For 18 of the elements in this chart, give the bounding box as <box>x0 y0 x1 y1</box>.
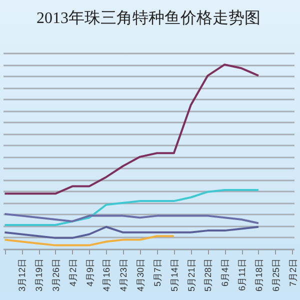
x-tick-label: 3月12日 <box>17 258 28 292</box>
x-tick-label: 5月7日 <box>152 258 162 287</box>
x-tick-label: 3月19日 <box>34 258 44 292</box>
x-tick-label: 3月26日 <box>50 258 61 292</box>
x-tick-label: 7月2日 <box>288 258 298 287</box>
x-tick-label: 6月4日 <box>220 258 230 287</box>
x-tick-label: 4月30日 <box>136 258 146 292</box>
x-tick-label: 5月28日 <box>203 258 214 292</box>
x-tick-label: 6月25日 <box>270 258 281 292</box>
x-tick-label: 4月16日 <box>102 258 112 292</box>
x-tick-label: 6月18日 <box>254 258 264 292</box>
x-tick-label: 5月21日 <box>186 258 196 292</box>
chart-title: 2013年珠三角特种鱼价格走势图 <box>36 9 260 27</box>
x-tick-label: 6月11日 <box>237 258 248 291</box>
x-tick-label: 5月14日 <box>169 258 180 292</box>
x-tick-label: 4月23日 <box>118 258 129 292</box>
x-tick-label: 4月2日 <box>68 258 78 287</box>
x-tick-label: 4月9日 <box>84 258 95 287</box>
